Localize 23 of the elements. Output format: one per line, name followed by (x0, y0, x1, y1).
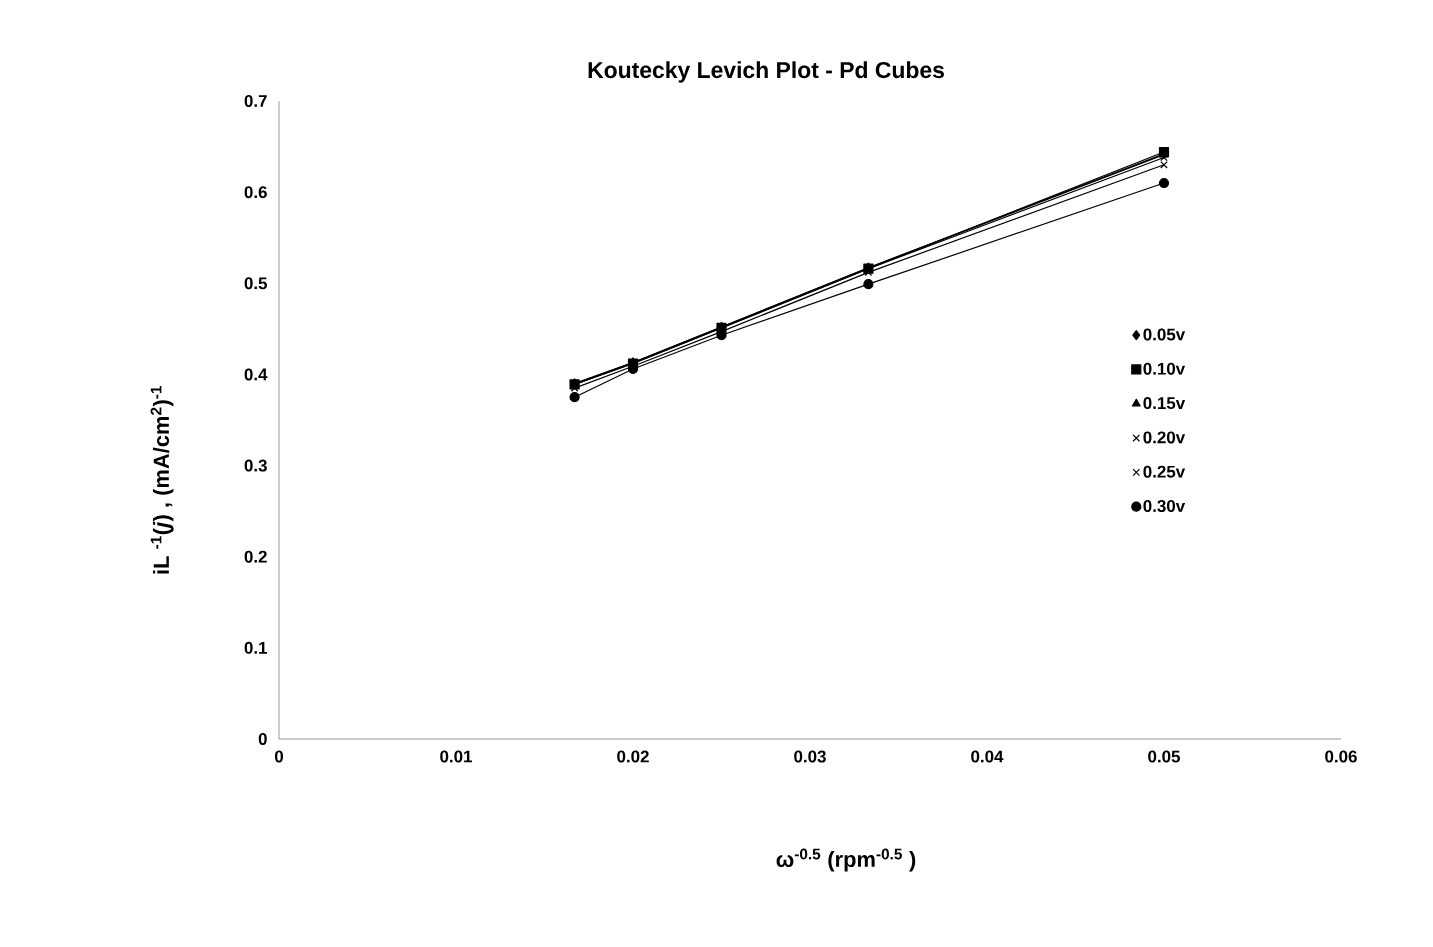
y-tick-label: 0.4 (244, 368, 268, 381)
legend-label: 0.25v (1143, 465, 1186, 478)
x-tick-label: 0 (274, 750, 284, 763)
legend-label: 0.05v (1143, 328, 1186, 341)
y-tick-label: 0.2 (244, 550, 267, 563)
x-axis-title: ω$^{-0.5}$ (rpm$^{-0.5}$ ) (776, 848, 916, 872)
legend-label: 0.30v (1143, 500, 1186, 513)
y-tick-label: 0.7 (244, 95, 267, 107)
y-tick-label: 0 (258, 733, 267, 745)
legend-label: 0.15v (1143, 397, 1186, 410)
legend-label: 0.10v (1143, 362, 1186, 375)
y-tick-label: 0.1 (244, 641, 268, 654)
y-tick-label: 0.6 (244, 186, 267, 199)
y-tick-label: 0.3 (244, 459, 267, 472)
x-tick-label: 0.04 (971, 750, 1004, 763)
x-tick-label: 0.03 (794, 750, 826, 763)
x-tick-label: 0.05 (1148, 750, 1180, 763)
legend-label: 0.20v (1143, 431, 1186, 444)
x-tick-label: 0.06 (1325, 750, 1357, 763)
x-tick-label: 0.02 (617, 750, 649, 763)
y-tick-label: 0.5 (244, 277, 268, 290)
x-tick-label: 0.01 (440, 750, 473, 763)
chart-title: Koutecky Levich Plot - Pd Cubes (588, 61, 944, 83)
